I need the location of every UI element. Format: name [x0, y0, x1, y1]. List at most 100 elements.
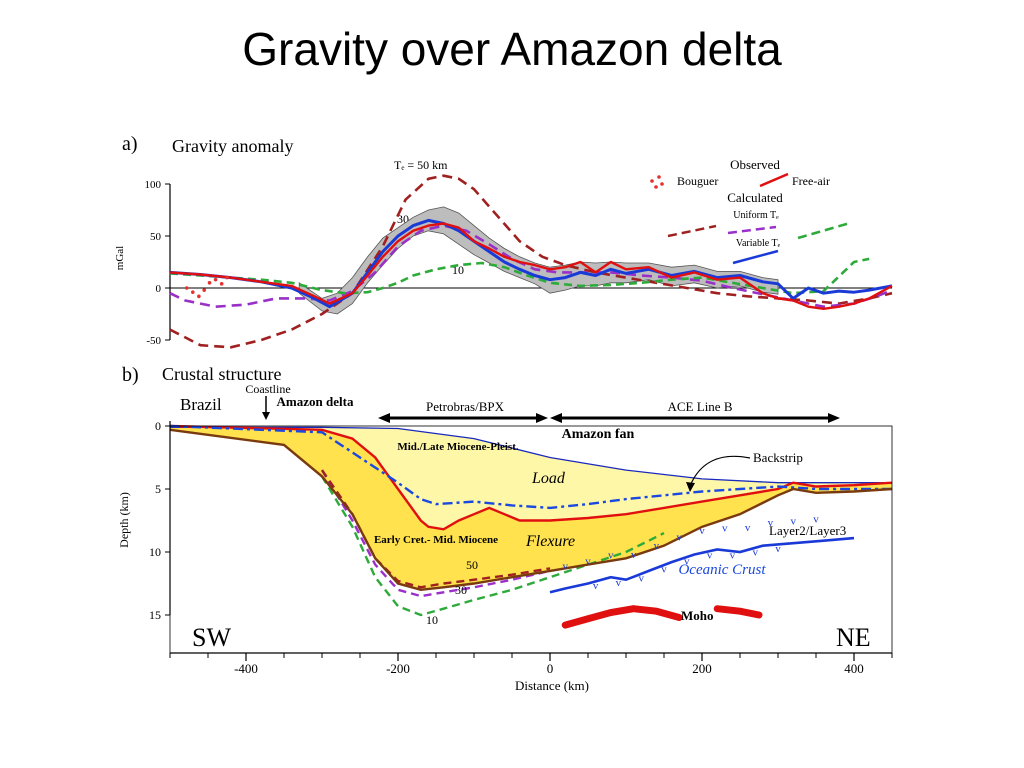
- gravity-ytick-label: 50: [150, 231, 162, 243]
- flexure-te50-label: 50: [466, 558, 478, 572]
- miocene-label: Mid./Late Miocene-Pleist.: [397, 441, 519, 453]
- sw-label: SW: [192, 623, 231, 652]
- variable-swatch: [732, 249, 779, 265]
- coastline-arrowhead: [262, 412, 270, 420]
- oceanic-crust-mark: v: [684, 556, 690, 568]
- gravity-ytick-label: 100: [145, 179, 162, 191]
- depth-ytick-label: 0: [155, 419, 161, 433]
- coastline-label: Coastline: [245, 382, 290, 396]
- backstrip-pointer-head: [686, 482, 695, 492]
- amazon-fan-label: Amazon fan: [562, 427, 635, 442]
- legend-observed-header: Observed: [730, 157, 780, 172]
- crustal-frame: [169, 425, 893, 654]
- slide-title: Gravity over Amazon delta: [242, 23, 782, 75]
- gravity-legend: Observed Bouguer Free-air Calculated Uni…: [650, 157, 851, 265]
- bouguer-point: [213, 277, 218, 282]
- oceanic-crust-mark: v: [585, 556, 591, 568]
- ace-label: ACE Line B: [668, 399, 733, 414]
- sediment-base-line: [169, 428, 893, 592]
- flexure-te10-label: 10: [426, 613, 438, 627]
- oceanic-crust-mark: v: [722, 522, 728, 534]
- te50-label: Tₑ = 50 km: [394, 158, 448, 172]
- ace-arrowhead-right: [828, 413, 840, 423]
- oceanic-crust-mark: v: [813, 513, 819, 525]
- gravity-ytick-label: 0: [156, 283, 162, 295]
- upper-sediment-fill: [170, 427, 892, 530]
- bouguer-swatch: [650, 175, 664, 189]
- observed-error-band: [298, 206, 779, 315]
- series-uniform-50: [169, 174, 893, 349]
- distance-tick-label: -400: [234, 661, 258, 676]
- oceanic-crust-mark: v: [790, 515, 796, 527]
- oceanic-crust-mark: v: [593, 580, 599, 592]
- distance-tick-label: 0: [547, 661, 554, 676]
- crustal-axes: 0 5 10 15 -400 -200 0 200 400: [149, 419, 893, 676]
- freeair-swatch: [759, 172, 789, 188]
- brazil-label: Brazil: [180, 395, 222, 414]
- layer-label: Layer2/Layer3: [769, 523, 846, 538]
- moho-segment: [713, 605, 763, 619]
- gravity-panel: a) Gravity anomaly Tₑ = 50 km 30 10 mGal…: [114, 133, 893, 349]
- gravity-ytick-label: -50: [146, 335, 161, 347]
- bouguer-point: [202, 288, 206, 292]
- layer2-layer3-line: [549, 536, 855, 594]
- depth-ytick-label: 10: [149, 545, 161, 559]
- panel-b-title: b): [122, 364, 139, 386]
- petrobras-arrowhead-left: [378, 413, 390, 423]
- series-variable: [169, 218, 893, 309]
- backstrip-pointer: [689, 455, 751, 487]
- seafloor-line: [170, 426, 892, 484]
- backstrip-label: Backstrip: [753, 450, 803, 465]
- bouguer-point: [207, 281, 212, 285]
- legend-variable: Variable Tₑ: [736, 238, 781, 249]
- moho-segment: [561, 605, 683, 629]
- cretaceous-label: Early Cret.- Mid. Miocene: [374, 534, 498, 546]
- legend-calculated-header: Calculated: [727, 190, 783, 205]
- miocene-boundary-line: [169, 424, 893, 531]
- bouguer-point: [197, 294, 201, 299]
- bouguer-point: [219, 282, 224, 286]
- legend-uniform: Uniform Tₑ: [733, 210, 779, 221]
- distance-xlabel: Distance (km): [515, 678, 589, 693]
- legend-bouguer: Bouguer: [677, 174, 718, 188]
- oceanic-crust-mark: v: [730, 550, 736, 562]
- petrobras-label: Petrobras/BPX: [426, 399, 505, 414]
- bouguer-point: [225, 275, 229, 280]
- depth-ytick-label: 15: [149, 608, 161, 622]
- oceanic-crust-mark: v: [562, 561, 568, 573]
- oceanic-crust-mark: v: [745, 522, 751, 534]
- moho-label: Moho: [681, 608, 714, 623]
- ne-label: NE: [836, 623, 871, 652]
- depth-ylabel: Depth (km): [117, 492, 131, 548]
- oceanic-crust-mark: v: [676, 532, 682, 544]
- load-label: Load: [531, 470, 566, 487]
- uniform-30-swatch: [727, 225, 777, 235]
- panel-b-subtitle: Crustal structure: [162, 364, 281, 384]
- legend-freeair: Free-air: [792, 174, 830, 188]
- oceanic-crust-mark: v: [775, 543, 781, 555]
- petrobras-arrowhead-right: [536, 413, 548, 423]
- amazon-delta-label: Amazon delta: [277, 394, 354, 409]
- oceanic-crust-mark: v: [638, 572, 644, 584]
- series-observed-freeair: [169, 222, 893, 310]
- oceanic-crust-mark: v: [616, 577, 622, 589]
- gravity-ylabel: mGal: [114, 246, 126, 270]
- oceanic-crust-mark: v: [707, 550, 713, 562]
- series-uniform-10: [169, 257, 870, 295]
- ace-arrowhead-left: [550, 413, 562, 423]
- flexure-te30-label: 30: [455, 583, 467, 597]
- oceanic-crust-label: Oceanic Crust: [678, 562, 766, 578]
- uniform-50-swatch: [667, 224, 717, 238]
- oceanic-crust-mark: v: [768, 517, 774, 529]
- distance-tick-label: -200: [386, 661, 410, 676]
- backstrip-line: [169, 424, 892, 510]
- distance-tick-label: 400: [844, 661, 864, 676]
- oceanic-crust-mark: v: [752, 546, 758, 558]
- oceanic-crust-mark: v: [654, 540, 660, 552]
- panel-a-subtitle: Gravity anomaly: [172, 136, 293, 156]
- bouguer-point: [191, 290, 195, 294]
- gravity-plot-area: [169, 174, 893, 349]
